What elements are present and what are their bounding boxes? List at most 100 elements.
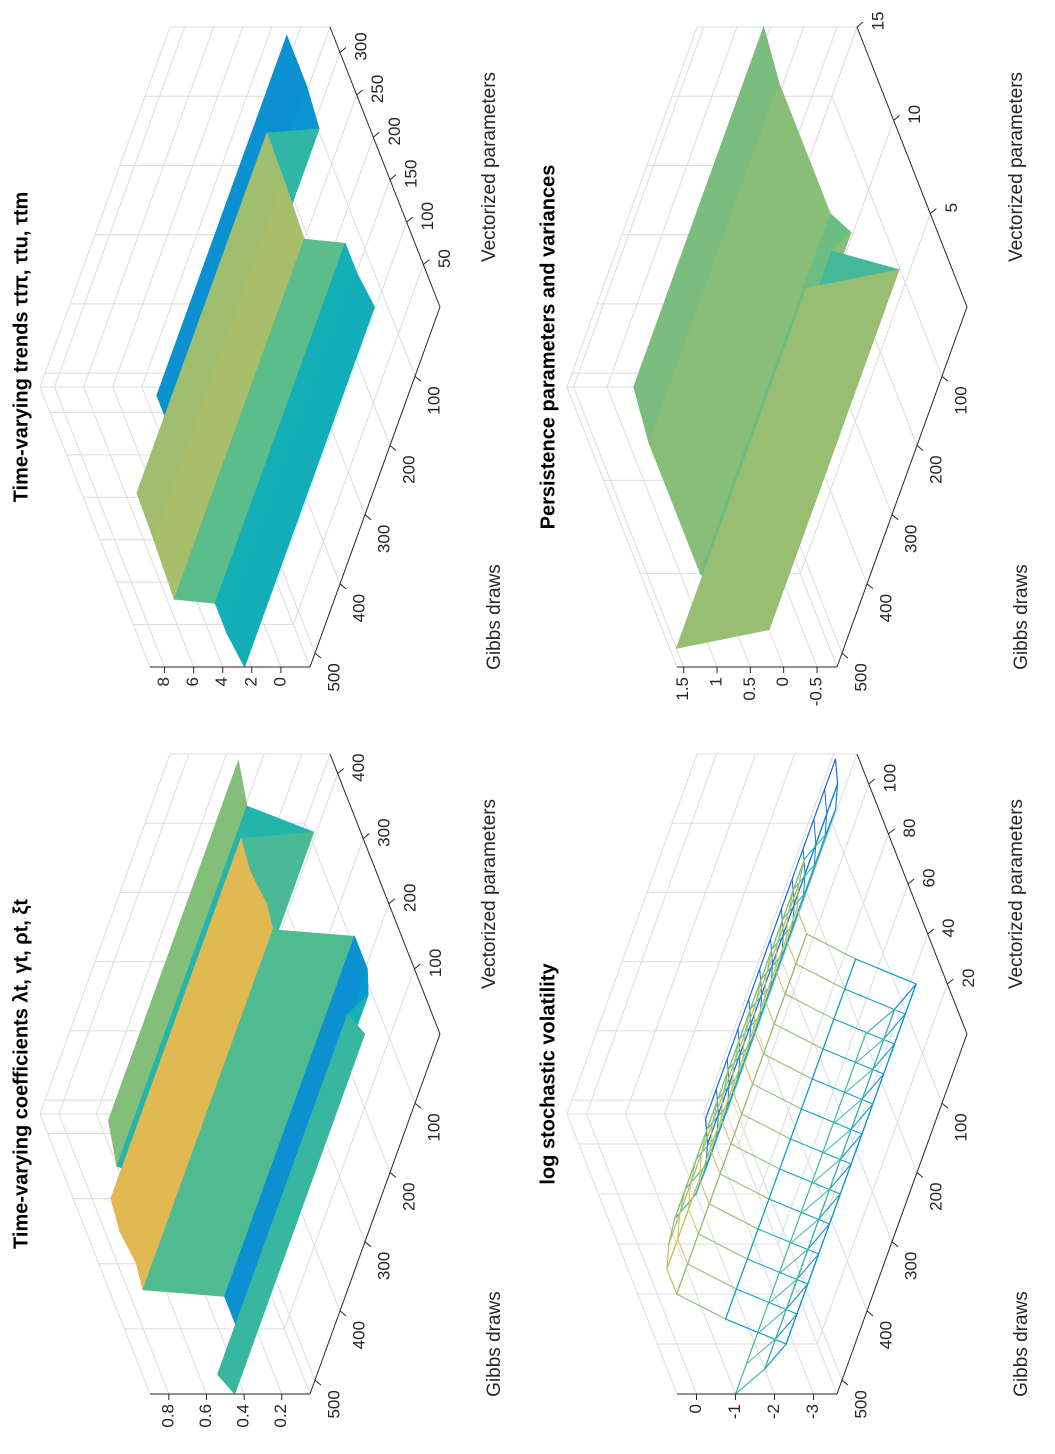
surface-mesh-line bbox=[795, 963, 845, 990]
surface-mesh-line bbox=[746, 1338, 776, 1365]
surface-mesh-line bbox=[709, 1148, 721, 1175]
chart-title: log stochastic volatility bbox=[537, 963, 559, 1185]
grid-line bbox=[625, 1113, 737, 1395]
grid-line bbox=[806, 892, 918, 1173]
z-tick-label: -3 bbox=[803, 1404, 822, 1419]
x-axis bbox=[329, 753, 441, 1035]
grid-line bbox=[54, 386, 166, 668]
y-tick bbox=[414, 1102, 422, 1109]
surface-mesh-line bbox=[851, 1103, 874, 1130]
surface-mesh-line bbox=[818, 1193, 841, 1220]
box-edge bbox=[39, 386, 151, 668]
chart-panel: 0 2 4 6 8 100 200 300 400 500 50 100 150 200 250 300 Tim… bbox=[10, 26, 505, 692]
box-edge bbox=[726, 753, 858, 1115]
y-tick-label: 500 bbox=[324, 663, 343, 691]
surface-mesh-line bbox=[774, 968, 786, 995]
x-tick-label: 100 bbox=[426, 949, 445, 977]
surface-mesh-line bbox=[742, 1058, 754, 1085]
z-tick-label: -0.5 bbox=[806, 677, 825, 706]
grid-line bbox=[54, 26, 186, 388]
x-tick bbox=[930, 208, 937, 215]
surface-mesh-line bbox=[757, 1228, 819, 1255]
y-tick-label: 500 bbox=[851, 663, 870, 691]
x-axis-label: Vectorized parameters bbox=[1006, 799, 1027, 989]
grid-line bbox=[586, 1113, 697, 1395]
z-tick-label: 1.5 bbox=[673, 677, 692, 701]
grid-line bbox=[304, 96, 416, 377]
grid-line bbox=[797, 933, 929, 1295]
chart-title: Time-varying coefficients λt, γt, ρt, ξt bbox=[10, 899, 32, 1249]
y-tick bbox=[941, 1102, 949, 1109]
rotated-figure: 0.20.40.60.8100200300400500100200300400T… bbox=[10, 12, 1032, 1428]
surface-mesh-line bbox=[872, 1043, 895, 1070]
y-tick bbox=[916, 1172, 924, 1178]
x-tick bbox=[927, 928, 935, 935]
x-tick-label: 400 bbox=[349, 753, 368, 781]
y-tick bbox=[414, 375, 422, 382]
box-edge bbox=[566, 26, 698, 388]
grid-line bbox=[816, 983, 948, 1345]
y-tick-label: 100 bbox=[424, 1113, 443, 1141]
surface-mesh-line bbox=[789, 1218, 820, 1245]
z-tick-label: 1 bbox=[706, 677, 725, 686]
x-tick-label: 60 bbox=[920, 869, 939, 888]
x-axis-label: Vectorized parameters bbox=[1006, 72, 1027, 262]
surface-mesh-line bbox=[698, 1233, 748, 1260]
x-tick bbox=[389, 174, 397, 181]
y-tick bbox=[389, 1172, 397, 1178]
surface-mesh-line bbox=[824, 788, 828, 815]
z-tick-label: 0 bbox=[773, 677, 792, 686]
x-tick-label: 300 bbox=[351, 32, 370, 60]
grid-line bbox=[781, 961, 893, 1242]
box-edge bbox=[39, 1113, 151, 1395]
box-edge bbox=[566, 753, 698, 1115]
grid-line bbox=[573, 26, 705, 388]
surface-mesh-line bbox=[843, 1068, 874, 1095]
y-axis-label: Gibbs draws bbox=[484, 564, 505, 670]
x-tick bbox=[406, 216, 413, 223]
surface-mesh-line bbox=[779, 1168, 841, 1195]
surface-mesh-line bbox=[753, 1003, 756, 1030]
surface-mesh-line bbox=[883, 1013, 906, 1040]
x-tick-label: 10 bbox=[905, 105, 924, 124]
surface-mesh-line bbox=[782, 893, 805, 920]
box-edge bbox=[39, 753, 171, 1115]
surface-mesh-line bbox=[793, 863, 816, 890]
grid-line bbox=[831, 823, 943, 1104]
x-tick bbox=[337, 768, 344, 774]
surface-mesh-line bbox=[756, 1308, 787, 1335]
y-axis bbox=[836, 1033, 968, 1395]
x-tick-label: 40 bbox=[939, 919, 958, 938]
surface-mesh-line bbox=[786, 1283, 809, 1310]
surface-mesh-line bbox=[698, 1153, 702, 1180]
y-tick-label: 300 bbox=[901, 525, 920, 553]
grid-line bbox=[664, 1113, 776, 1395]
x-tick bbox=[414, 963, 421, 970]
surface-mesh-line bbox=[753, 1028, 764, 1055]
z-tick-label: 0.5 bbox=[740, 677, 759, 701]
x-axis bbox=[856, 26, 968, 308]
z-tick-label: 0 bbox=[270, 677, 289, 686]
y-tick-label: 200 bbox=[926, 1182, 945, 1210]
surface-mesh-line bbox=[767, 1278, 798, 1305]
chart-panel: 0 -1 -2 -3 100 200 300 400 500 20 40 60 80 100 log sto… bbox=[537, 753, 1032, 1419]
grid-line bbox=[664, 753, 796, 1115]
z-tick-label: 0.4 bbox=[234, 1404, 253, 1428]
surface-mesh-line bbox=[736, 1288, 798, 1315]
x-tick bbox=[339, 47, 347, 53]
surface-mesh-line bbox=[784, 993, 835, 1020]
grid-line bbox=[112, 26, 244, 388]
surface-mesh-line bbox=[813, 818, 817, 845]
y-tick bbox=[841, 1379, 849, 1386]
x-tick bbox=[362, 833, 370, 840]
surface-mesh-line bbox=[730, 1143, 780, 1170]
surface-mesh-line bbox=[796, 1253, 820, 1280]
y-axis-label: Gibbs draws bbox=[484, 1291, 505, 1397]
y-tick-label: 500 bbox=[851, 1390, 870, 1418]
y-tick bbox=[314, 652, 322, 659]
surface-mesh-line bbox=[719, 1173, 770, 1200]
x-axis bbox=[856, 753, 968, 1035]
surface-mesh-line bbox=[677, 1213, 681, 1240]
y-tick-label: 300 bbox=[374, 525, 393, 553]
